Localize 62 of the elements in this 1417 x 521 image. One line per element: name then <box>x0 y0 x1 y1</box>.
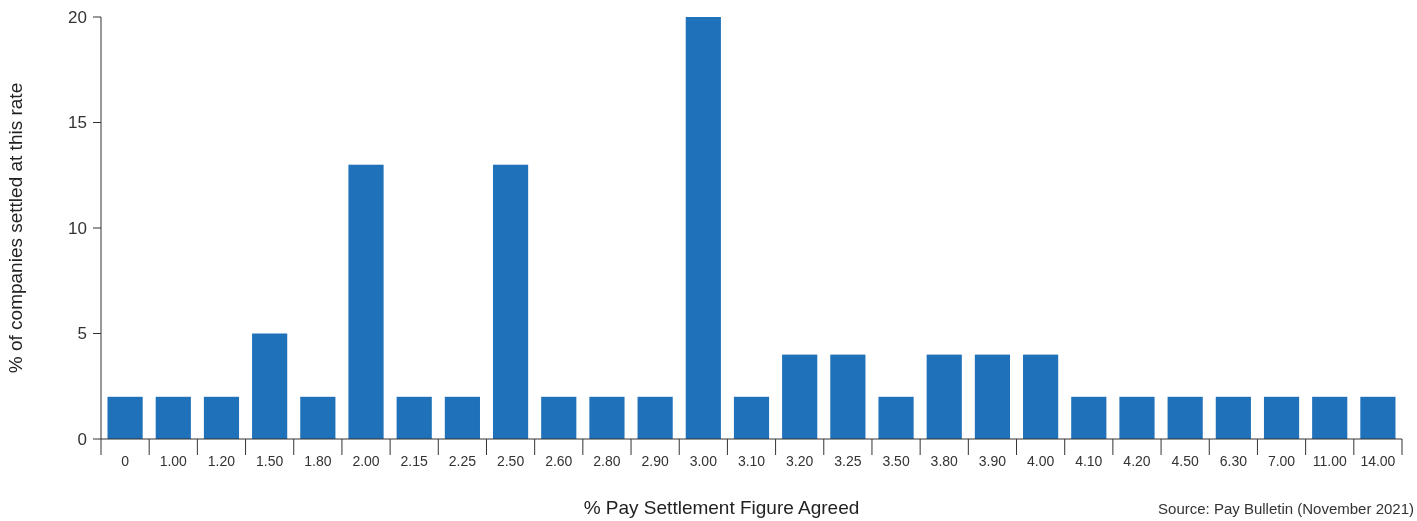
x-tick-label: 11.00 <box>1312 453 1347 469</box>
x-axis-title: % Pay Settlement Figure Agreed <box>583 497 860 518</box>
bar <box>974 354 1011 439</box>
y-tick-label: 15 <box>68 113 87 133</box>
bar <box>396 396 432 439</box>
bar <box>1167 396 1203 439</box>
x-tick-label: 1.50 <box>256 453 284 469</box>
x-tick-label: 1.20 <box>207 453 236 469</box>
bar <box>444 396 480 439</box>
x-tick-label: 1.80 <box>304 453 332 469</box>
x-tick-label: 14.00 <box>1360 453 1396 469</box>
bar <box>1023 354 1059 439</box>
x-tick-label: 2.50 <box>496 453 525 469</box>
y-tick-label: 20 <box>68 7 87 27</box>
bar <box>685 17 721 439</box>
bar <box>733 396 770 439</box>
x-tick-label: 3.10 <box>737 453 766 469</box>
bar <box>107 396 143 439</box>
bar <box>1312 396 1348 439</box>
x-tick-label: 4.10 <box>1075 453 1103 469</box>
y-axis-title: % of companies settled at this rate <box>5 82 26 374</box>
bar <box>1119 396 1155 439</box>
bar <box>878 396 914 439</box>
x-tick-label: 0 <box>121 453 130 469</box>
x-tick-label: 4.50 <box>1171 453 1199 469</box>
x-tick-label: 2.15 <box>400 453 429 469</box>
x-tick-label: 3.00 <box>689 453 718 469</box>
x-tick-label: 3.90 <box>978 453 1007 469</box>
x-tick-label: 3.20 <box>786 453 814 469</box>
bar <box>637 396 673 439</box>
bar <box>830 354 866 439</box>
source-note: Source: Pay Bulletin (November 2021) <box>1158 500 1414 517</box>
bar <box>300 396 336 439</box>
x-tick-label: 7.00 <box>1267 453 1296 469</box>
bar <box>348 164 384 439</box>
x-tick-label: 2.00 <box>352 453 380 469</box>
bar <box>541 396 577 439</box>
y-tick-label: 10 <box>68 218 87 238</box>
x-tick-label: 6.30 <box>1219 453 1248 469</box>
bar <box>1360 396 1396 439</box>
bar <box>782 354 818 439</box>
x-tick-label: 3.25 <box>834 453 862 469</box>
bar <box>926 354 962 439</box>
bar <box>589 396 625 439</box>
y-tick-label: 0 <box>77 429 87 449</box>
x-tick-label: 2.80 <box>593 453 621 469</box>
x-tick-label: 3.50 <box>882 453 910 469</box>
bar <box>155 396 191 439</box>
x-tick-label: 2.25 <box>448 453 477 469</box>
x-tick-label: 4.00 <box>1026 453 1055 469</box>
y-tick-label: 5 <box>77 324 87 344</box>
bar <box>1263 396 1300 439</box>
bar <box>203 396 240 439</box>
bar <box>1071 396 1107 439</box>
bar <box>492 164 529 439</box>
x-tick-label: 4.20 <box>1123 453 1151 469</box>
x-tick-label: 1.00 <box>159 453 188 469</box>
bar <box>1215 396 1251 439</box>
x-tick-label: 2.60 <box>545 453 573 469</box>
bar <box>252 333 288 439</box>
x-tick-label: 3.80 <box>930 453 959 469</box>
x-tick-label: 2.90 <box>641 453 669 469</box>
